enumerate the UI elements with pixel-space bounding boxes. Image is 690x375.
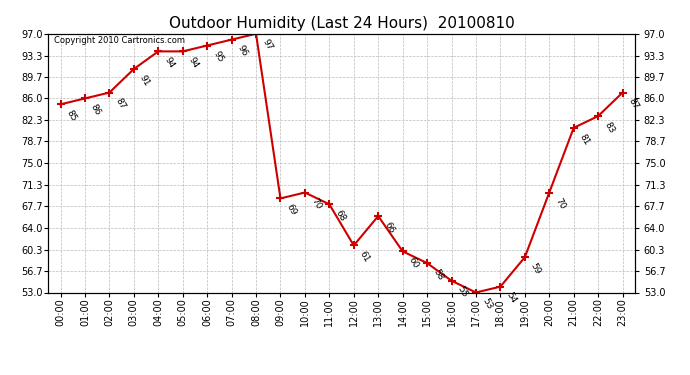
Text: 87: 87 (114, 97, 127, 111)
Text: Copyright 2010 Cartronics.com: Copyright 2010 Cartronics.com (55, 36, 185, 45)
Title: Outdoor Humidity (Last 24 Hours)  20100810: Outdoor Humidity (Last 24 Hours) 2010081… (168, 16, 515, 31)
Text: 85: 85 (65, 108, 78, 123)
Text: 61: 61 (358, 250, 371, 264)
Text: 53: 53 (480, 297, 493, 311)
Text: 86: 86 (89, 103, 103, 117)
Text: 69: 69 (284, 202, 298, 217)
Text: 83: 83 (602, 120, 616, 135)
Text: 68: 68 (333, 209, 347, 223)
Text: 54: 54 (504, 291, 518, 305)
Text: 66: 66 (382, 220, 396, 235)
Text: 70: 70 (309, 197, 323, 211)
Text: 96: 96 (236, 44, 249, 58)
Text: 55: 55 (455, 285, 469, 299)
Text: 81: 81 (578, 132, 591, 147)
Text: 59: 59 (529, 261, 542, 276)
Text: 94: 94 (162, 56, 176, 70)
Text: 87: 87 (627, 97, 640, 111)
Text: 91: 91 (138, 73, 152, 88)
Text: 94: 94 (187, 56, 200, 70)
Text: 97: 97 (260, 38, 274, 52)
Text: 70: 70 (553, 197, 567, 211)
Text: 95: 95 (211, 50, 225, 64)
Text: 58: 58 (431, 267, 445, 282)
Text: 60: 60 (407, 255, 420, 270)
